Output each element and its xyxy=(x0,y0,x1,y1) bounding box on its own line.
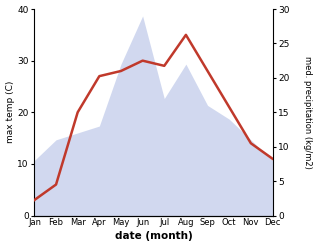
X-axis label: date (month): date (month) xyxy=(114,231,192,242)
Y-axis label: max temp (C): max temp (C) xyxy=(5,81,15,144)
Y-axis label: med. precipitation (kg/m2): med. precipitation (kg/m2) xyxy=(303,56,313,169)
